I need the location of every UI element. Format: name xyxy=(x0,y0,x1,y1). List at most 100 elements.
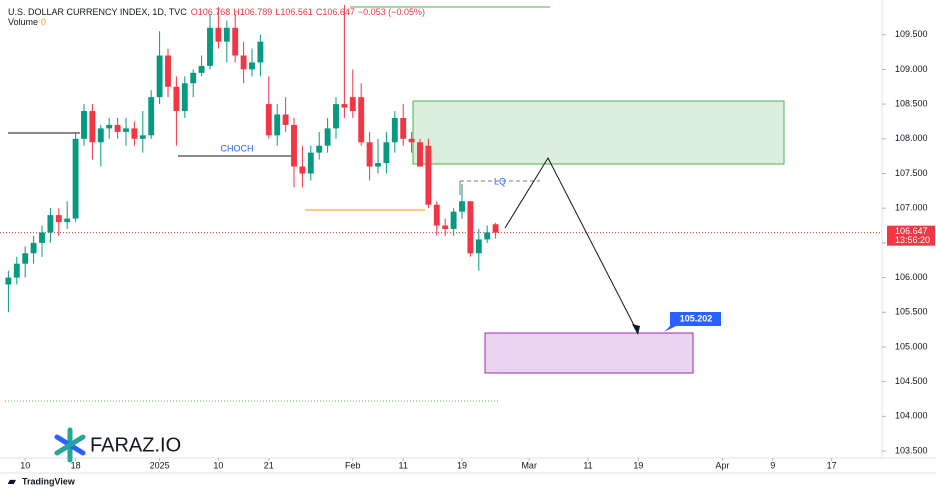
candle-body xyxy=(148,97,155,136)
candle-body xyxy=(39,232,45,243)
candle-body xyxy=(232,27,239,56)
ohlc: L106.561 xyxy=(275,7,313,17)
candle-body xyxy=(333,104,339,129)
candle-body xyxy=(257,41,264,63)
last-price-label: 106.647 xyxy=(895,226,928,236)
y-tick-label: 107.500 xyxy=(895,168,928,178)
candle-body xyxy=(492,224,499,233)
ohlc: C106.647 xyxy=(316,7,355,17)
candle-body xyxy=(223,27,230,42)
candle-body xyxy=(30,242,37,254)
target-label-box xyxy=(664,312,721,332)
candle-body xyxy=(131,128,138,139)
candle-body xyxy=(375,163,381,167)
candle-body xyxy=(156,55,163,98)
candle-body xyxy=(181,83,188,112)
candle-body xyxy=(484,232,491,240)
y-tick-label: 109.000 xyxy=(895,64,928,74)
x-tick-label: 10 xyxy=(20,460,30,470)
ohlc: O106.768 xyxy=(191,7,231,17)
candle-body xyxy=(64,218,71,223)
candle-body xyxy=(417,142,423,167)
logo xyxy=(54,427,86,463)
x-tick-label: 19 xyxy=(633,460,643,470)
candle-body xyxy=(114,124,121,132)
candle-body xyxy=(316,145,323,153)
y-tick-label: 109.500 xyxy=(895,29,928,39)
y-tick-label: 104.000 xyxy=(895,411,928,421)
chart-title: U.S. DOLLAR CURRENCY INDEX, 1D, TVC O106.… xyxy=(8,7,425,17)
candle-body xyxy=(215,27,222,42)
last-price-box xyxy=(887,225,935,246)
y-tick-label: 104.500 xyxy=(895,376,928,386)
candle-body xyxy=(106,124,113,129)
candle-body xyxy=(459,201,465,212)
x-tick-label: 17 xyxy=(827,460,837,470)
candle-body xyxy=(198,65,205,73)
logo-stroke xyxy=(54,434,86,456)
candle-body xyxy=(358,97,365,143)
choch-label: CHOCH xyxy=(221,143,254,153)
candle-body xyxy=(265,104,272,136)
volume-value: 0 xyxy=(41,17,46,27)
brand: TradingView xyxy=(22,476,76,486)
x-tick-label: 19 xyxy=(457,460,467,470)
y-tick-label: 107.000 xyxy=(895,203,928,213)
y-tick-label: 108.500 xyxy=(895,98,928,108)
candle-body xyxy=(139,135,146,139)
candle-body xyxy=(72,138,79,219)
candle-body xyxy=(5,277,12,285)
candle-body xyxy=(274,114,281,136)
candle-body xyxy=(442,225,449,229)
candle-body xyxy=(467,201,474,254)
y-tick-label: 105.000 xyxy=(895,341,928,351)
projection-arrow xyxy=(504,156,639,334)
target-zone xyxy=(484,332,694,374)
candle-body xyxy=(207,27,213,66)
candle-body xyxy=(249,62,255,70)
candle-body xyxy=(299,166,306,174)
symbol: U.S. DOLLAR CURRENCY INDEX, 1D, TVC xyxy=(8,7,187,17)
x-tick-label: 11 xyxy=(399,460,408,470)
x-tick-label: 10 xyxy=(213,460,223,470)
x-tick-label: Apr xyxy=(715,460,729,470)
ohlc: −0.053 (−0.05%) xyxy=(358,7,425,17)
candle-body xyxy=(190,72,197,84)
candle-body xyxy=(47,215,54,233)
candle-body xyxy=(123,128,129,132)
candle-body xyxy=(425,145,432,205)
brand-icon: ▰ xyxy=(7,477,16,488)
y-tick-label: 108.000 xyxy=(895,133,928,143)
candle-body xyxy=(282,114,289,125)
x-tick-label: 21 xyxy=(264,460,274,470)
watermark: FARAZ.IO xyxy=(90,434,181,456)
x-tick-label: 11 xyxy=(583,460,592,470)
candle-body xyxy=(475,239,482,254)
candle-body xyxy=(349,97,356,112)
candle-body xyxy=(433,204,440,226)
candle-body xyxy=(391,117,398,143)
candle-body xyxy=(307,152,314,174)
x-tick-label: 18 xyxy=(71,460,81,470)
target-label: 105.202 xyxy=(680,313,713,323)
ohlc: H106.789 xyxy=(233,7,272,17)
candle-body xyxy=(173,86,180,112)
candle-body xyxy=(165,55,171,87)
volume: Volume 0 xyxy=(8,17,46,27)
candle-body xyxy=(408,138,415,143)
x-tick-label: 9 xyxy=(770,460,775,470)
candle-body xyxy=(383,142,390,164)
candle-body xyxy=(450,211,457,229)
x-tick-label: Mar xyxy=(521,460,537,470)
candle-body xyxy=(291,124,297,167)
countdown-label: 13:56:20 xyxy=(895,235,930,245)
candle-body xyxy=(341,104,348,108)
y-tick-label: 105.500 xyxy=(895,307,928,317)
x-tick-label: Feb xyxy=(345,460,361,470)
lq-label: LQ xyxy=(494,176,506,186)
arrow-head xyxy=(632,324,640,335)
supply-zone xyxy=(412,100,785,165)
candle-body xyxy=(55,215,62,223)
